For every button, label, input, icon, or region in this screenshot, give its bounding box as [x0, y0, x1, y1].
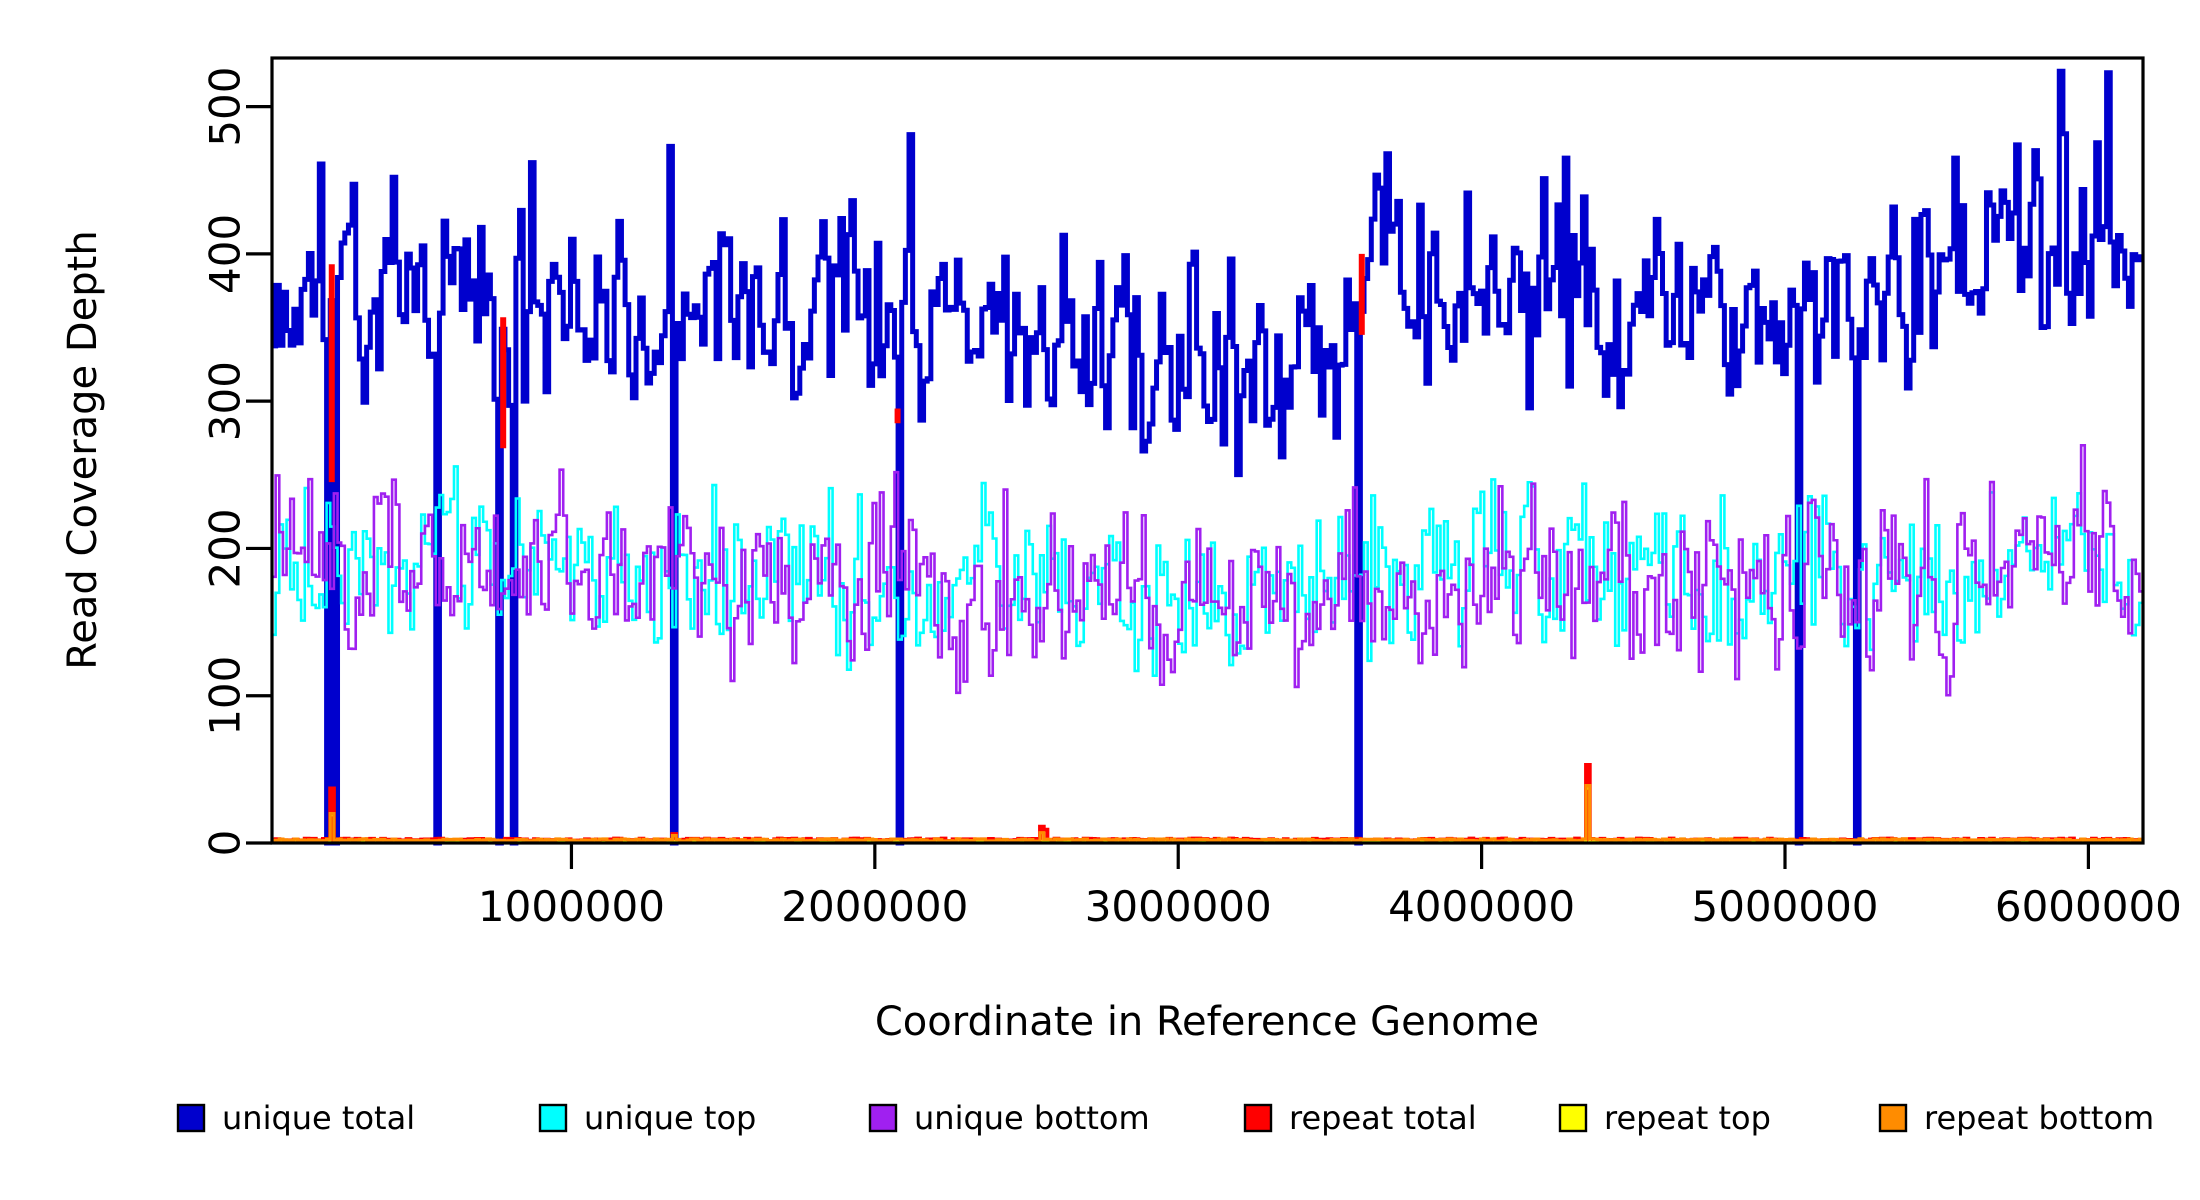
x-tick-label: 2000000	[781, 882, 968, 931]
series-unique-bottom	[272, 444, 2143, 697]
legend-swatch-repeat-top	[1558, 1103, 1588, 1133]
legend-label-unique-bottom: unique bottom	[914, 1099, 1150, 1137]
y-axis-title: Read Coverage Depth	[60, 230, 106, 669]
legend-label-repeat-total: repeat total	[1289, 1099, 1477, 1137]
y-tick-label: 400	[201, 214, 250, 294]
legend-label-repeat-top: repeat top	[1604, 1099, 1771, 1137]
series-repeat-bottom	[272, 783, 2143, 843]
x-tick-label: 3000000	[1085, 882, 1272, 931]
y-tick-label: 100	[201, 656, 250, 736]
plot-frame	[270, 56, 2145, 845]
legend-swatch-unique-total	[176, 1103, 206, 1133]
x-axis-tick-labels: 1000000 2000000 3000000 4000000 5000000 60000…	[478, 882, 2182, 931]
legend-swatch-unique-top	[538, 1103, 568, 1133]
legend-swatch-repeat-total	[1243, 1103, 1273, 1133]
x-tick-label: 4000000	[1388, 882, 1575, 931]
x-axis-tick-marks	[569, 843, 2090, 869]
x-tick-label: 5000000	[1691, 882, 1878, 931]
y-axis-tick-marks	[246, 105, 272, 845]
y-tick-label: 300	[201, 361, 250, 441]
x-tick-label: 1000000	[478, 882, 665, 931]
y-axis-tick-labels: 0 100 200 300 400 500	[201, 67, 250, 857]
legend-label-unique-top: unique top	[584, 1099, 756, 1137]
y-tick-label: 200	[201, 508, 250, 588]
legend-swatch-repeat-bottom	[1878, 1103, 1908, 1133]
series-repeat-total	[272, 762, 2143, 844]
legend-swatch-unique-bottom	[868, 1103, 898, 1133]
legend-label-unique-total: unique total	[222, 1099, 415, 1137]
x-axis-title: Coordinate in Reference Genome	[875, 999, 1539, 1045]
x-tick-label: 6000000	[1995, 882, 2182, 931]
y-tick-label: 500	[201, 67, 250, 147]
series-unique-total	[272, 68, 2143, 846]
series-repeat-top	[272, 787, 2143, 844]
y-axis-title-group: Read Coverage Depth	[60, 230, 106, 669]
chart-legend: unique total unique top unique bottom repea…	[176, 1099, 2154, 1137]
y-tick-label: 0	[201, 830, 250, 857]
data-series-group	[272, 68, 2143, 846]
legend-label-repeat-bottom: repeat bottom	[1924, 1099, 2154, 1137]
